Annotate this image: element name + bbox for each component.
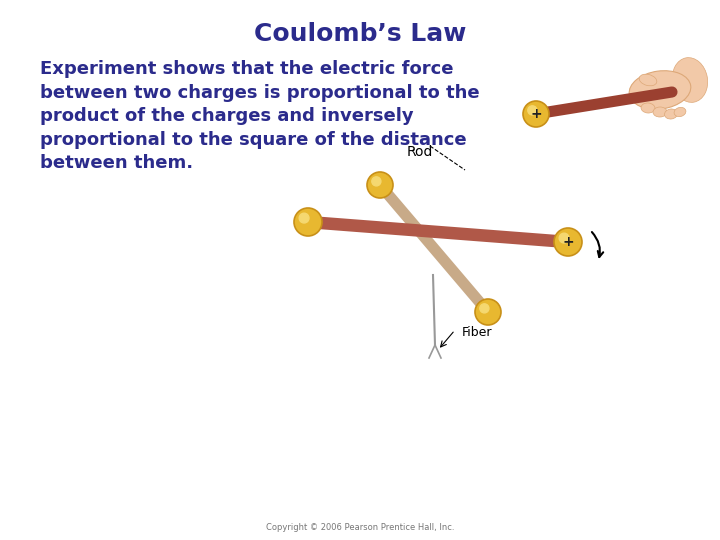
Text: Coulomb’s Law: Coulomb’s Law [254, 22, 466, 46]
Text: +: + [530, 107, 542, 121]
Ellipse shape [629, 71, 690, 109]
Circle shape [294, 208, 322, 236]
Text: Fiber: Fiber [462, 326, 492, 339]
Circle shape [367, 172, 393, 198]
Circle shape [475, 299, 501, 325]
Circle shape [372, 177, 381, 186]
Text: Copyright © 2006 Pearson Prentice Hall, Inc.: Copyright © 2006 Pearson Prentice Hall, … [266, 523, 454, 532]
Ellipse shape [641, 103, 655, 113]
Ellipse shape [674, 107, 686, 117]
Circle shape [523, 101, 549, 127]
Text: Rod: Rod [407, 145, 433, 159]
Ellipse shape [653, 107, 667, 117]
Circle shape [554, 228, 582, 256]
Text: Experiment shows that the electric force
between two charges is proportional to : Experiment shows that the electric force… [40, 60, 480, 172]
Ellipse shape [672, 58, 708, 103]
Circle shape [528, 106, 537, 115]
Ellipse shape [665, 109, 678, 119]
Circle shape [300, 213, 309, 223]
Text: +: + [562, 235, 574, 249]
Circle shape [559, 233, 569, 243]
Circle shape [480, 304, 489, 313]
Ellipse shape [639, 74, 657, 86]
